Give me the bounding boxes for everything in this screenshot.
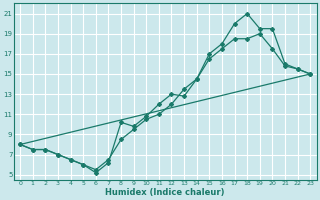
X-axis label: Humidex (Indice chaleur): Humidex (Indice chaleur) <box>106 188 225 197</box>
